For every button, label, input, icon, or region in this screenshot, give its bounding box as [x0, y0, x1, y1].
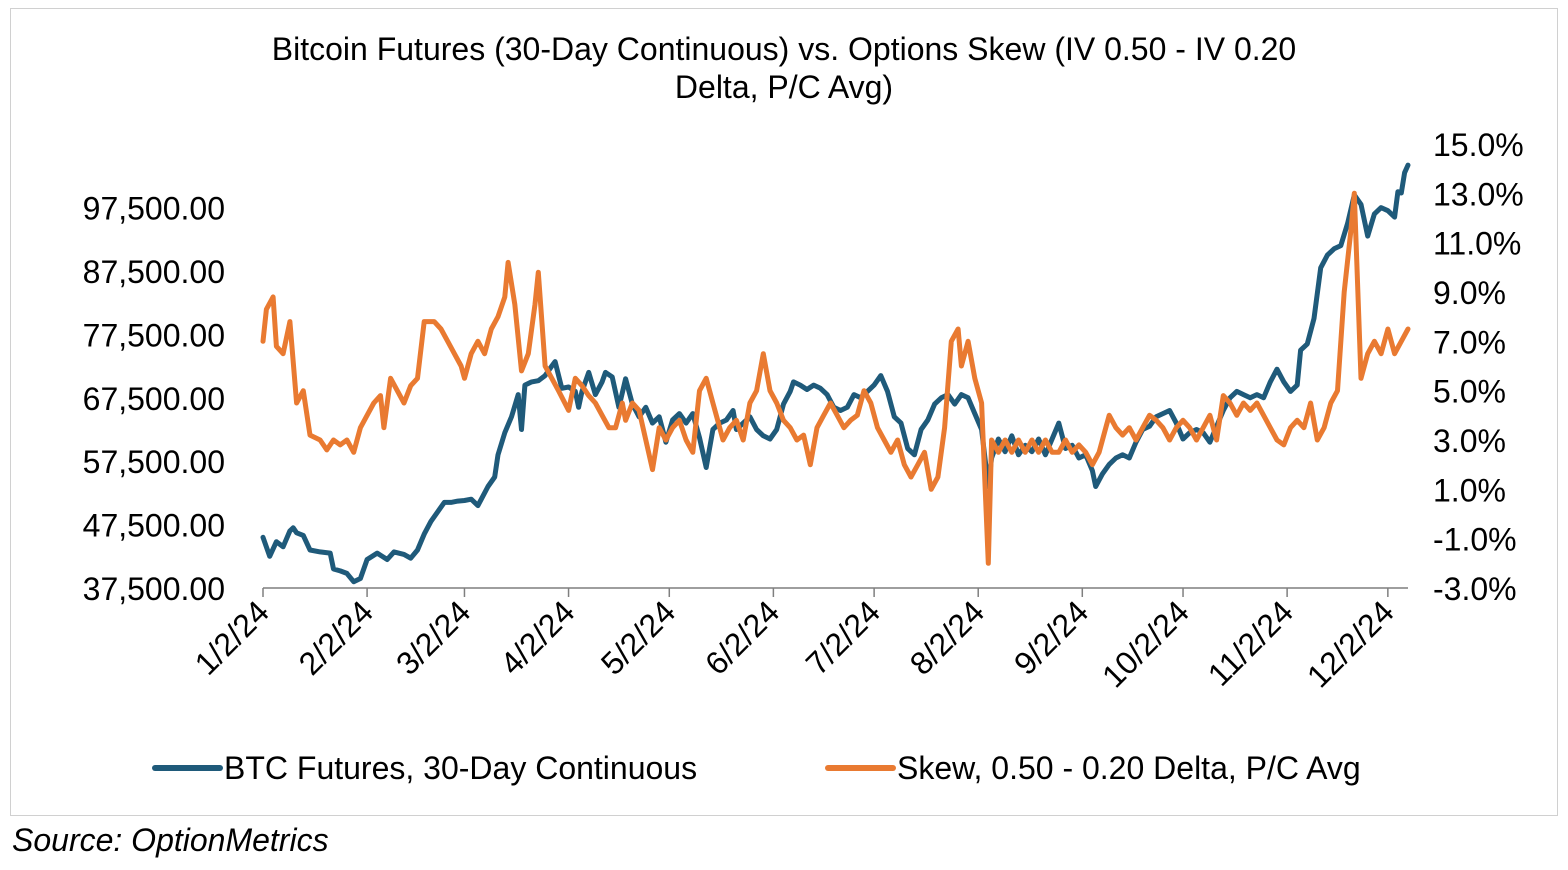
x-tick-label: 7/2/24	[799, 593, 887, 681]
right-tick-label: -1.0%	[1433, 522, 1517, 558]
x-tick-label: 9/2/24	[1007, 593, 1095, 681]
chart-title: Bitcoin Futures (30-Day Continuous) vs. …	[272, 31, 1296, 105]
btc-futures-line	[260, 162, 1411, 585]
x-tick-label: 12/2/24	[1300, 593, 1401, 694]
right-tick-label: -3.0%	[1433, 571, 1517, 607]
right-tick-label: 5.0%	[1433, 374, 1506, 410]
x-tick-label: 4/2/24	[493, 593, 581, 681]
left-tick-label: 77,500.00	[83, 317, 225, 353]
source-note: Source: OptionMetrics	[12, 822, 329, 858]
right-tick-label: 15.0%	[1433, 127, 1524, 163]
x-tick-label: 8/2/24	[903, 593, 991, 681]
right-tick-label: 3.0%	[1433, 423, 1506, 459]
x-tick-label: 3/2/24	[389, 593, 477, 681]
right-tick-label: 11.0%	[1433, 226, 1521, 262]
legend-label: Skew, 0.50 - 0.20 Delta, P/C Avg	[897, 750, 1361, 786]
x-tick-label: 6/2/24	[698, 593, 786, 681]
legend: BTC Futures, 30-Day Continuous Skew, 0.50…	[152, 750, 1361, 786]
right-axis: -3.0% -1.0% 1.0% 3.0% 5.0% 7.0% 9.0% 11.0% 13.0%…	[1433, 127, 1524, 607]
left-tick-label: 37,500.00	[83, 571, 225, 607]
legend-label: BTC Futures, 30-Day Continuous	[224, 750, 697, 786]
left-tick-label: 67,500.00	[83, 381, 225, 417]
right-tick-label: 7.0%	[1433, 324, 1506, 360]
x-tick-label: 2/2/24	[292, 593, 380, 681]
left-tick-label: 47,500.00	[83, 508, 225, 544]
left-tick-label: 97,500.00	[83, 191, 225, 227]
left-tick-label: 87,500.00	[83, 254, 225, 290]
chart-frame	[10, 8, 1558, 816]
title-line-1: Delta, P/C Avg)	[675, 69, 893, 105]
left-tick-label: 57,500.00	[83, 444, 225, 480]
plot-lines	[260, 162, 1411, 585]
skew-line	[260, 190, 1411, 566]
title-line-0: Bitcoin Futures (30-Day Continuous) vs. …	[272, 31, 1296, 67]
right-tick-label: 1.0%	[1433, 472, 1506, 508]
right-tick-label: 13.0%	[1433, 176, 1524, 212]
right-tick-label: 9.0%	[1433, 275, 1506, 311]
x-axis: 1/2/24 2/2/24 3/2/24 4/2/24 5/2/24 6/2/24 7/2/…	[188, 587, 1408, 694]
x-tick-label: 10/2/24	[1095, 593, 1196, 694]
x-tick-label: 5/2/24	[594, 593, 682, 681]
left-axis: 37,500.00 47,500.00 57,500.00 67,500.00 77,5…	[83, 191, 225, 607]
x-tick-label: 11/2/24	[1201, 593, 1300, 692]
